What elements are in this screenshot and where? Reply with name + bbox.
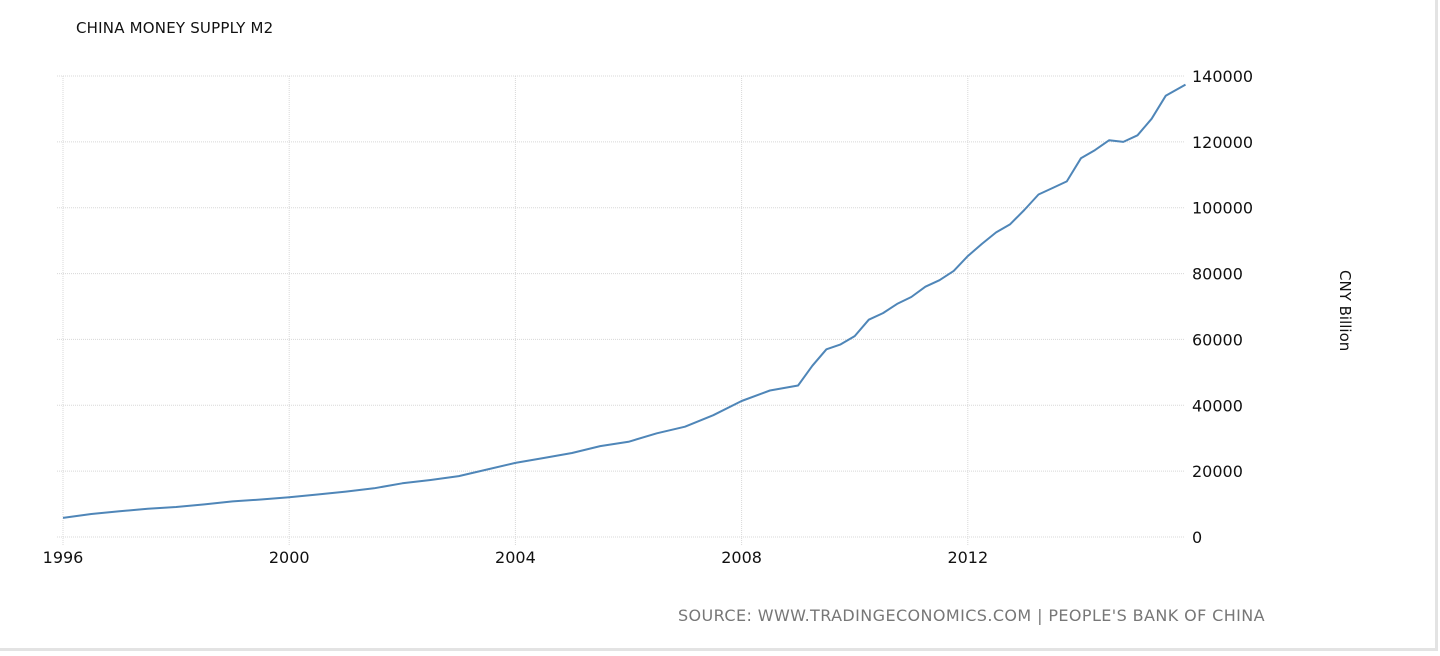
y-tick-label: 40000 xyxy=(1192,396,1243,415)
y-tick-label: 20000 xyxy=(1192,462,1243,481)
y-axis-ticks: 0 20000 40000 60000 80000 100000 120000 140000 xyxy=(1192,67,1253,547)
x-tick-label: 2012 xyxy=(947,548,988,567)
y-axis-label: CNY Billion xyxy=(1336,270,1354,352)
y-tick-label: 0 xyxy=(1192,528,1202,547)
y-tick-label: 60000 xyxy=(1192,330,1243,349)
x-axis-ticks: 1996 2000 2004 2008 2012 xyxy=(43,548,989,567)
m2-series-line xyxy=(62,83,1186,519)
x-tick-label: 2004 xyxy=(495,548,536,567)
x-tick-label: 2008 xyxy=(721,548,762,567)
gridlines xyxy=(57,75,1184,545)
x-tick-label: 1996 xyxy=(43,548,84,567)
source-attribution: SOURCE: WWW.TRADINGECONOMICS.COM | PEOPL… xyxy=(678,606,1266,625)
y-tick-label: 100000 xyxy=(1192,199,1253,218)
x-tick-label: 2000 xyxy=(269,548,310,567)
y-tick-label: 140000 xyxy=(1192,67,1253,86)
y-tick-label: 80000 xyxy=(1192,265,1243,284)
chart-title: CHINA MONEY SUPPLY M2 xyxy=(76,19,274,37)
y-tick-label: 120000 xyxy=(1192,133,1253,152)
